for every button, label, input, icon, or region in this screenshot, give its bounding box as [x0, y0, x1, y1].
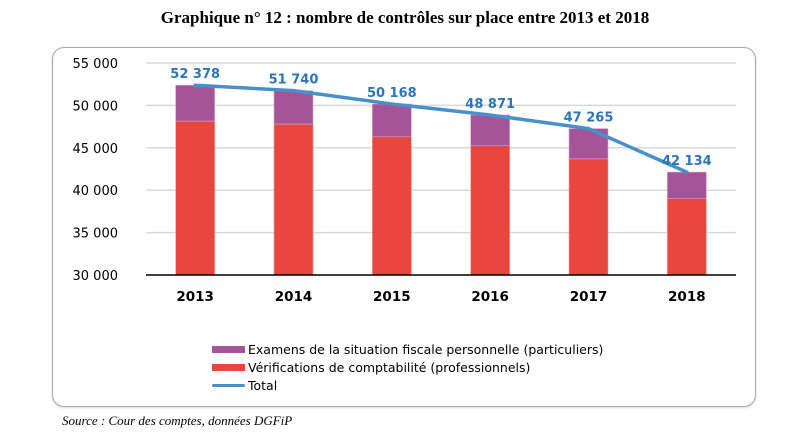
chart-title: Graphique n° 12 : nombre de contrôles su…	[160, 8, 650, 27]
legend-item-vc: Vérifications de comptabilité (professio…	[212, 358, 603, 376]
total-line-path	[193, 83, 689, 174]
y-tick-label: 40 000	[73, 184, 119, 199]
bar-examens-situation-fiscale	[667, 171, 707, 199]
x-tick-label: 2013	[176, 289, 214, 305]
bar-examens-situation-fiscale	[372, 103, 412, 138]
bar-examens-situation-fiscale	[273, 90, 314, 125]
data-label: 42 134	[662, 154, 712, 169]
y-tick-label: 55 000	[73, 57, 119, 72]
x-tick-label: 2017	[570, 289, 608, 305]
bars	[175, 84, 707, 276]
legend-label: Vérifications de comptabilité (professio…	[248, 359, 531, 375]
bar-verifications-comptabilite	[175, 120, 215, 276]
data-label: 50 168	[367, 86, 417, 101]
legend-item-total: Total	[212, 376, 603, 394]
legend-swatch-total	[212, 383, 245, 387]
bar-verifications-comptabilite	[372, 136, 412, 276]
data-label: 47 265	[564, 111, 614, 126]
y-tick-label: 30 000	[73, 269, 119, 284]
bar-verifications-comptabilite	[470, 145, 510, 276]
y-axis-ticks: 30 000 35 000 40 000 45 000 50 000 55 000	[73, 57, 119, 284]
bar-examens-situation-fiscale	[175, 84, 215, 122]
x-axis-ticks: 2013 2014 2015 2016 2017 2018	[176, 289, 705, 305]
legend-item-esfp: Examens de la situation fiscale personne…	[212, 340, 603, 358]
data-label: 52 378	[170, 67, 220, 82]
legend-label: Examens de la situation fiscale personne…	[248, 341, 604, 357]
bar-verifications-comptabilite	[568, 158, 609, 276]
data-labels: 52 378 51 740 50 168 48 871 47 265 42 134	[170, 67, 711, 169]
legend-swatch-vc	[212, 363, 245, 371]
bar-examens-situation-fiscale	[470, 114, 510, 146]
x-tick-label: 2016	[471, 289, 509, 305]
total-line	[193, 83, 689, 174]
source-note: Source : Cour des comptes, données DGFiP	[62, 413, 293, 428]
x-tick-label: 2014	[275, 289, 313, 305]
legend: Examens de la situation fiscale personne…	[212, 340, 603, 394]
x-tick-label: 2018	[668, 289, 706, 305]
data-label: 48 871	[465, 97, 515, 112]
y-tick-label: 35 000	[73, 227, 119, 242]
legend-swatch-esfp	[212, 345, 245, 353]
legend-label: Total	[248, 377, 278, 393]
bar-verifications-comptabilite	[273, 123, 314, 276]
y-tick-label: 50 000	[73, 99, 119, 114]
bar-verifications-comptabilite	[667, 198, 707, 276]
y-tick-label: 45 000	[73, 142, 119, 157]
gridlines	[146, 62, 736, 234]
x-tick-label: 2015	[373, 289, 411, 305]
chart-frame	[52, 47, 756, 407]
data-label: 51 740	[269, 73, 319, 88]
